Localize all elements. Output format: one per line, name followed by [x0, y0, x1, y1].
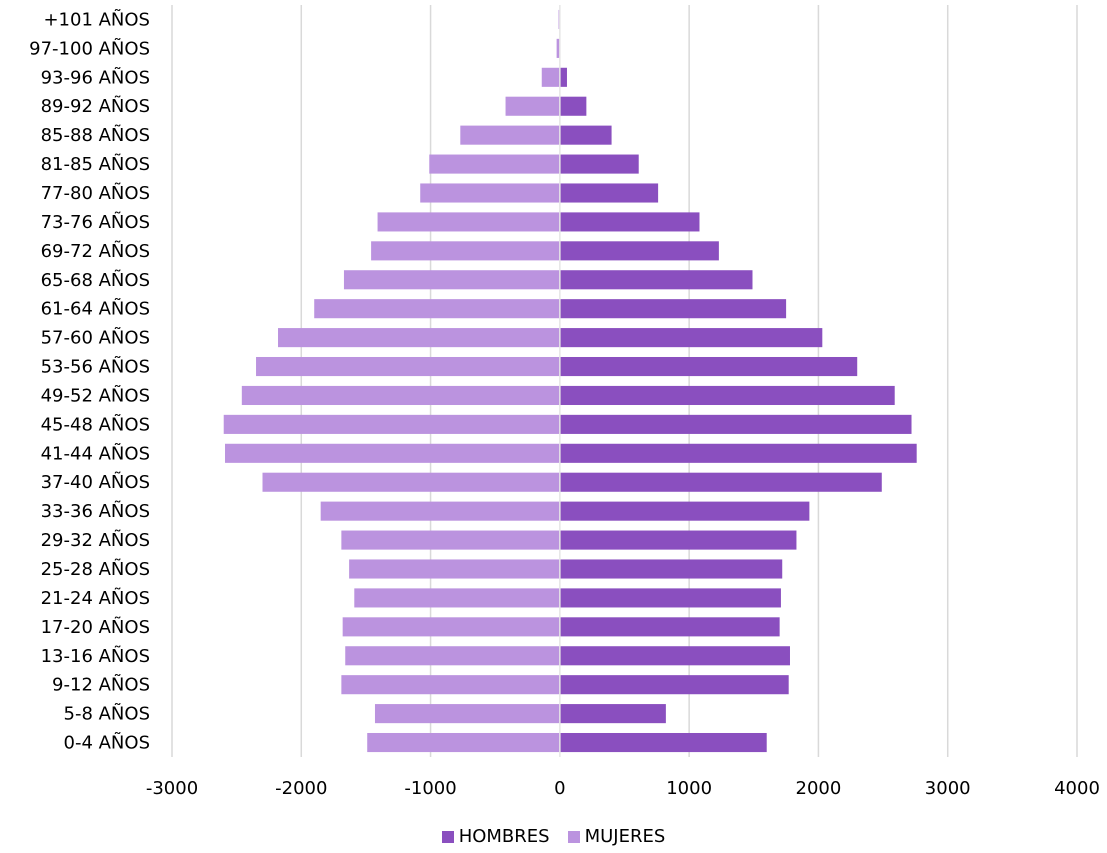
legend-swatch-mujeres — [567, 830, 580, 843]
category-label: 97-100 AÑOS — [29, 37, 150, 59]
bar-mujeres — [314, 299, 560, 319]
category-label: 57-60 AÑOS — [41, 327, 150, 349]
bar-hombres — [559, 212, 700, 232]
category-label: 93-96 AÑOS — [41, 66, 150, 88]
bar-hombres — [559, 646, 790, 666]
bar-mujeres — [354, 588, 560, 608]
legend-label-mujeres: MUJERES — [584, 826, 666, 847]
bar-mujeres — [256, 356, 560, 377]
bar-hombres — [559, 270, 753, 290]
x-tick-label: -1000 — [404, 778, 456, 799]
bar-hombres — [559, 356, 858, 377]
bar-mujeres — [367, 732, 560, 753]
bar-mujeres — [429, 154, 560, 174]
bar-hombres — [559, 183, 659, 203]
category-label: 65-68 AÑOS — [41, 269, 150, 291]
bar-hombres — [559, 617, 780, 637]
bar-mujeres — [420, 183, 560, 203]
bar-hombres — [559, 414, 912, 434]
x-tick-label: 3000 — [925, 778, 971, 799]
category-label: 0-4 AÑOS — [64, 732, 151, 754]
bar-hombres — [559, 125, 612, 145]
category-label: 61-64 AÑOS — [41, 298, 150, 320]
bar-mujeres — [505, 96, 560, 116]
category-label: 45-48 AÑOS — [41, 413, 150, 435]
category-label: 25-28 AÑOS — [41, 558, 150, 580]
bar-hombres — [559, 96, 587, 116]
bar-hombres — [559, 472, 882, 492]
category-label: 37-40 AÑOS — [41, 471, 150, 493]
x-tick-label: 1000 — [666, 778, 712, 799]
bar-hombres — [559, 328, 823, 348]
bar-mujeres — [343, 270, 560, 290]
legend-label-hombres: HOMBRES — [458, 826, 550, 847]
bar-mujeres — [349, 559, 560, 579]
bar-hombres — [559, 530, 797, 550]
category-label: 73-76 AÑOS — [41, 211, 150, 233]
x-tick-label: 0 — [554, 778, 565, 799]
bar-mujeres — [225, 443, 560, 463]
category-label: 41-44 AÑOS — [41, 442, 150, 464]
category-label: 77-80 AÑOS — [41, 182, 150, 204]
bar-hombres — [559, 588, 781, 608]
category-label: 21-24 AÑOS — [41, 587, 150, 609]
category-label: 81-85 AÑOS — [41, 153, 150, 175]
bar-hombres — [559, 67, 567, 87]
bar-mujeres — [341, 675, 560, 695]
category-label: 33-36 AÑOS — [41, 500, 150, 522]
legend-item-hombres: HOMBRES — [441, 826, 550, 847]
bar-mujeres — [541, 67, 560, 87]
bar-mujeres — [241, 385, 560, 406]
category-label: 29-32 AÑOS — [41, 529, 150, 551]
category-label: 89-92 AÑOS — [41, 95, 150, 117]
bars — [223, 9, 917, 753]
category-label: 85-88 AÑOS — [41, 124, 150, 146]
x-tick-label: -3000 — [146, 778, 198, 799]
category-label: 17-20 AÑOS — [41, 616, 150, 638]
x-tick-labels: -3000 -2000 -1000 0 1000 2000 3000 4000 — [146, 778, 1100, 799]
bar-hombres — [559, 154, 639, 174]
bar-hombres — [559, 443, 917, 463]
legend-item-mujeres: MUJERES — [567, 826, 666, 847]
bar-hombres — [559, 501, 810, 521]
category-label: 53-56 AÑOS — [41, 356, 150, 378]
bar-mujeres — [460, 125, 560, 145]
bar-mujeres — [377, 212, 560, 232]
category-labels: +101 AÑOS 97-100 AÑOS 93-96 AÑOS 89-92 AÑOS… — [29, 8, 150, 753]
bar-mujeres — [556, 38, 560, 58]
bar-mujeres — [371, 241, 560, 261]
category-label: 49-52 AÑOS — [41, 384, 150, 406]
bar-mujeres — [341, 530, 560, 550]
bar-mujeres — [374, 704, 560, 724]
bar-hombres — [559, 675, 789, 695]
legend-swatch-hombres — [441, 830, 454, 843]
bar-hombres — [559, 559, 783, 579]
bar-mujeres — [223, 414, 560, 434]
category-label: 13-16 AÑOS — [41, 645, 150, 667]
bar-hombres — [559, 385, 895, 406]
bar-mujeres — [345, 646, 560, 666]
category-label: 5-8 AÑOS — [64, 703, 151, 725]
category-label: 9-12 AÑOS — [52, 674, 150, 696]
bar-mujeres — [278, 328, 560, 348]
category-label: +101 AÑOS — [43, 8, 150, 30]
x-tick-label: 4000 — [1054, 778, 1100, 799]
bar-hombres — [559, 241, 719, 261]
gridlines — [171, 5, 1078, 757]
bar-mujeres — [320, 501, 560, 521]
bar-mujeres — [342, 617, 560, 637]
bar-mujeres — [262, 472, 560, 492]
x-tick-label: -2000 — [275, 778, 327, 799]
bar-hombres — [559, 704, 666, 724]
bar-hombres — [559, 299, 787, 319]
category-label: 69-72 AÑOS — [41, 240, 150, 262]
legend: HOMBRES MUJERES — [0, 826, 1107, 847]
x-tick-label: 2000 — [796, 778, 842, 799]
bar-hombres — [559, 732, 767, 753]
